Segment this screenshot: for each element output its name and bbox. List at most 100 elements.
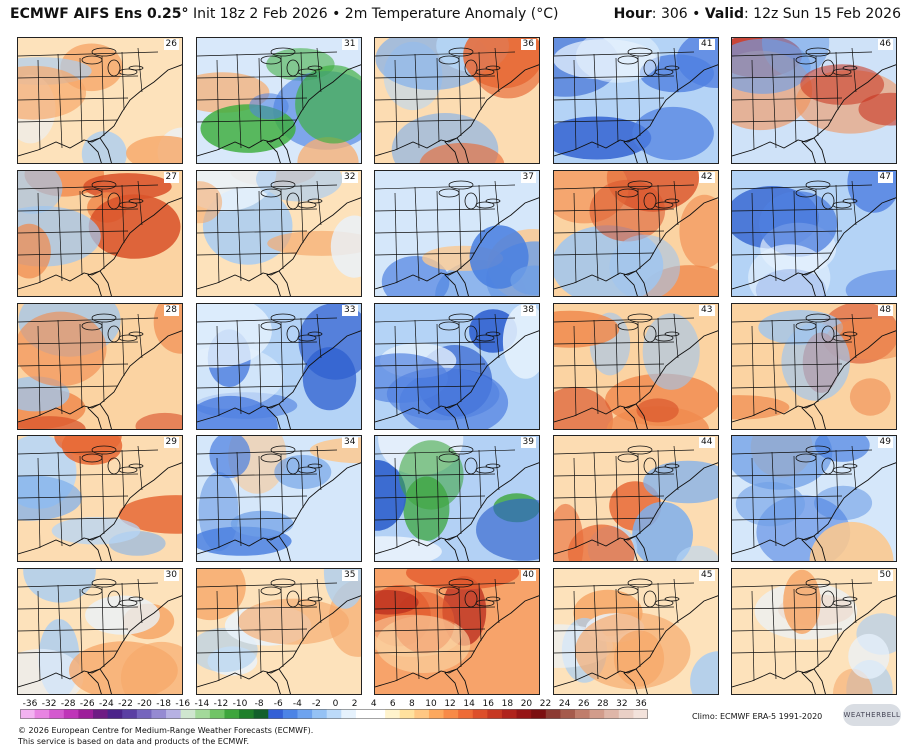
coastline xyxy=(375,270,458,290)
coastline xyxy=(635,462,718,537)
great-lake xyxy=(643,325,656,342)
great-lake xyxy=(805,313,831,322)
member-panel-30: 30 xyxy=(17,568,183,696)
great-lake xyxy=(81,55,103,65)
member-panel-44: 44 xyxy=(552,435,719,563)
anomaly-blob xyxy=(631,502,693,562)
colorbar-tick-label: 6 xyxy=(389,699,396,709)
great-lake xyxy=(617,586,638,596)
great-lake xyxy=(643,192,656,210)
colorbar-swatch xyxy=(224,709,240,719)
great-lake xyxy=(654,68,673,76)
anomaly-blob xyxy=(330,215,361,278)
anomaly-map xyxy=(553,436,718,562)
great-lake xyxy=(448,47,474,57)
great-lake xyxy=(664,596,679,602)
coastline xyxy=(553,668,636,688)
great-lake xyxy=(464,457,478,475)
weatherbell-logo: WEATHERBELL xyxy=(843,704,901,726)
great-lake xyxy=(286,590,299,608)
anomaly-blob xyxy=(18,415,86,429)
great-lake xyxy=(805,180,831,190)
great-lake xyxy=(297,201,316,209)
member-panel-46: 46 xyxy=(731,37,897,164)
colorbar-tick-label: -10 xyxy=(232,699,248,709)
great-lake xyxy=(664,463,679,469)
colorbar-tick-label: 18 xyxy=(501,699,514,709)
colorbar-swatch xyxy=(93,709,109,719)
product-name: 2m Temperature Anomaly (°C) xyxy=(344,6,559,22)
valid-value: : 12z Sun 15 Feb 2026 xyxy=(744,6,901,22)
colorbar-swatch xyxy=(253,709,269,719)
coastline xyxy=(732,403,815,423)
anomaly-blob xyxy=(248,93,289,120)
great-lake xyxy=(307,596,322,602)
great-lake xyxy=(448,313,474,322)
florida-outline xyxy=(87,137,112,163)
anomaly-blob xyxy=(18,311,107,386)
anomaly-blob xyxy=(196,395,278,429)
colorbar-tick-label: -2 xyxy=(311,699,321,709)
florida-outline xyxy=(265,668,291,695)
state-borders xyxy=(196,446,337,549)
great-lake xyxy=(832,334,852,341)
great-lake xyxy=(475,599,495,607)
florida-outline xyxy=(622,668,648,695)
coastline xyxy=(18,403,101,423)
great-lake xyxy=(627,313,652,322)
great-lake xyxy=(821,590,835,608)
member-number: 36 xyxy=(520,39,536,50)
great-lake xyxy=(475,201,495,209)
coastline xyxy=(553,270,636,290)
great-lake xyxy=(832,599,852,607)
colorbar-tick-label: 20 xyxy=(520,699,533,709)
great-lake xyxy=(654,201,673,209)
anomaly-blob xyxy=(375,536,442,562)
colorbar-swatch xyxy=(385,709,401,719)
great-lake xyxy=(795,321,817,330)
florida-outline xyxy=(444,270,469,296)
florida-outline xyxy=(444,137,469,163)
great-lake xyxy=(91,578,117,588)
great-lake xyxy=(795,55,817,65)
colorbar-frame xyxy=(20,709,648,719)
great-lake xyxy=(270,47,295,57)
state-borders xyxy=(553,446,694,549)
state-borders xyxy=(375,47,516,151)
anomaly-blob xyxy=(208,436,250,479)
coastline xyxy=(813,462,896,537)
great-lake xyxy=(128,65,144,71)
florida-outline xyxy=(265,270,291,296)
member-number: 27 xyxy=(163,171,179,183)
great-lake xyxy=(805,445,831,455)
member-number: 37 xyxy=(520,171,536,183)
colorbar-tick-label: -12 xyxy=(213,699,229,709)
anomaly-map xyxy=(196,170,361,296)
anomaly-map xyxy=(18,170,182,296)
colorbar-tick-label: 10 xyxy=(425,699,437,709)
anomaly-map xyxy=(553,38,718,163)
great-lake xyxy=(805,578,831,588)
florida-outline xyxy=(87,270,112,296)
great-lake xyxy=(617,55,638,65)
state-borders xyxy=(375,446,516,549)
member-number: 33 xyxy=(342,304,358,316)
colorbar-swatch xyxy=(589,709,605,719)
great-lake xyxy=(643,59,656,77)
anomaly-blob xyxy=(18,65,87,120)
great-lake xyxy=(842,463,858,469)
anomaly-blob xyxy=(302,346,356,410)
great-lake xyxy=(286,457,299,475)
colorbar-swatch xyxy=(370,709,386,719)
great-lake xyxy=(91,313,117,322)
great-lake xyxy=(795,453,817,463)
great-lake xyxy=(128,198,144,204)
coastline xyxy=(196,535,279,555)
anomaly-blob xyxy=(783,569,821,635)
member-number: 50 xyxy=(877,570,893,582)
colorbar-swatch xyxy=(560,709,576,719)
member-number: 42 xyxy=(699,171,715,183)
coastline xyxy=(456,329,539,404)
colorbar-swatch xyxy=(136,709,152,719)
coastline xyxy=(99,64,182,139)
